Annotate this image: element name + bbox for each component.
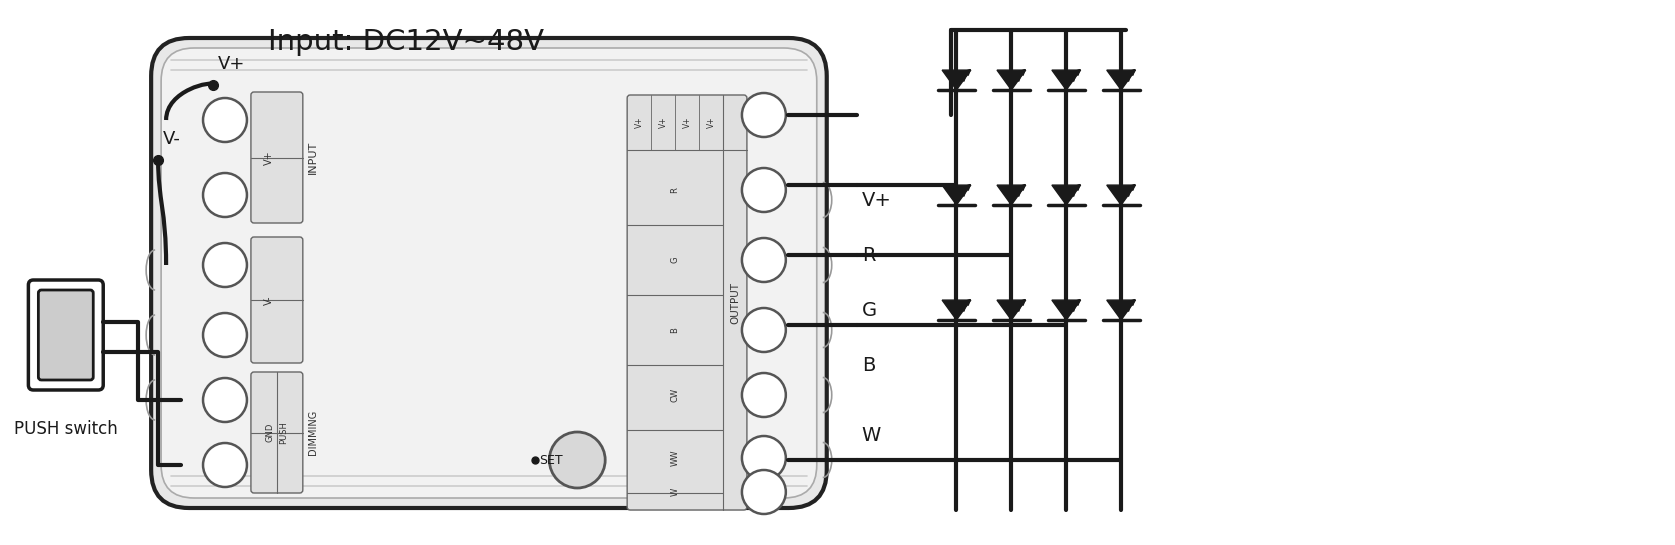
Polygon shape	[997, 185, 1025, 205]
Circle shape	[203, 243, 246, 287]
Circle shape	[203, 98, 246, 142]
Polygon shape	[997, 70, 1025, 90]
Text: W: W	[670, 488, 680, 496]
Text: V+: V+	[861, 191, 891, 209]
Text: SET: SET	[539, 453, 563, 467]
Text: G: G	[861, 300, 876, 319]
Text: W: W	[861, 426, 881, 445]
FancyBboxPatch shape	[161, 48, 817, 498]
Circle shape	[549, 432, 605, 488]
Circle shape	[742, 93, 786, 137]
Text: CW: CW	[670, 388, 680, 402]
Text: B: B	[670, 327, 680, 333]
Text: G: G	[670, 257, 680, 263]
Text: PUSH: PUSH	[280, 421, 288, 444]
Text: GND: GND	[265, 423, 275, 442]
Text: V+: V+	[218, 55, 245, 73]
Text: B: B	[861, 355, 874, 374]
FancyBboxPatch shape	[28, 280, 104, 390]
Text: V+: V+	[635, 117, 643, 128]
Circle shape	[742, 238, 786, 282]
Circle shape	[203, 378, 246, 422]
FancyBboxPatch shape	[251, 372, 303, 493]
Polygon shape	[1052, 70, 1080, 90]
Text: V+: V+	[682, 117, 692, 128]
Text: V+: V+	[658, 117, 668, 128]
Polygon shape	[1107, 185, 1136, 205]
Polygon shape	[1107, 70, 1136, 90]
Circle shape	[742, 436, 786, 480]
FancyBboxPatch shape	[151, 38, 827, 508]
Text: V+: V+	[265, 150, 275, 165]
Circle shape	[742, 168, 786, 212]
Circle shape	[203, 313, 246, 357]
Text: INPUT: INPUT	[308, 141, 318, 174]
Text: Input: DC12V~48V: Input: DC12V~48V	[268, 28, 544, 56]
Text: OUTPUT: OUTPUT	[730, 282, 740, 324]
Polygon shape	[997, 300, 1025, 320]
Text: PUSH switch: PUSH switch	[13, 420, 117, 438]
Polygon shape	[1052, 300, 1080, 320]
FancyBboxPatch shape	[39, 290, 94, 380]
Text: V+: V+	[707, 117, 715, 128]
FancyBboxPatch shape	[626, 95, 747, 510]
Text: DIMMING: DIMMING	[308, 410, 318, 455]
Text: V-: V-	[265, 295, 275, 305]
Circle shape	[203, 443, 246, 487]
Circle shape	[742, 373, 786, 417]
Text: WW: WW	[670, 450, 680, 467]
Circle shape	[203, 173, 246, 217]
FancyBboxPatch shape	[251, 237, 303, 363]
Text: R: R	[670, 187, 680, 193]
Polygon shape	[941, 300, 972, 320]
Polygon shape	[941, 70, 972, 90]
Circle shape	[742, 308, 786, 352]
FancyBboxPatch shape	[251, 92, 303, 223]
Circle shape	[742, 470, 786, 514]
Polygon shape	[1052, 185, 1080, 205]
Text: R: R	[861, 245, 874, 264]
Text: V-: V-	[162, 130, 181, 148]
Polygon shape	[1107, 300, 1136, 320]
Polygon shape	[941, 185, 972, 205]
